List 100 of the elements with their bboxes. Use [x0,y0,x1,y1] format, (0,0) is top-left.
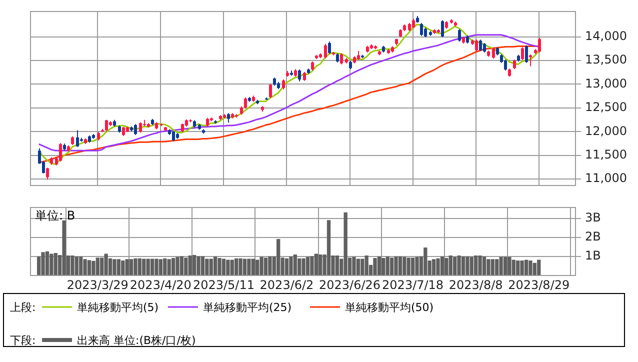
candlestick [412,18,415,29]
bar [486,259,490,276]
legend-title: 下段: [10,333,36,348]
bar [461,256,466,276]
candlestick [298,69,301,82]
candlestick [420,22,423,36]
bar [352,257,356,276]
candlestick [282,79,285,90]
bar [167,259,171,276]
bar [436,258,440,276]
bar [256,260,260,276]
legend-title: 上段: [10,300,36,315]
candlestick [492,46,495,60]
candlestick [227,112,230,124]
y-tick-label: 12,500 [585,100,627,114]
legend-label: 出来高 単位:(B株/口/枚) [77,333,196,348]
bar [74,256,78,276]
candlestick [328,41,331,54]
bar [200,256,205,276]
bar [230,260,234,276]
candlestick [76,130,79,148]
bar [50,254,54,276]
bar [448,256,452,276]
bar [242,258,247,276]
bar [184,258,188,276]
candlestick [59,142,62,162]
bar [402,257,406,276]
bar [398,256,402,276]
bar [386,256,390,276]
x-tick-label: 2023/6/2 [260,278,314,292]
candlestick [122,126,125,136]
bar [125,259,129,276]
x-tick-label: 2023/4/20 [130,278,192,292]
bar [70,256,74,276]
candlestick [303,71,306,82]
x-tick-label: 2023/5/11 [192,278,254,292]
x-tick-label: 2023/8/29 [508,278,570,292]
bar [528,260,532,276]
bar [508,257,512,276]
bar [310,256,314,276]
bar [276,238,280,276]
bar [163,258,167,276]
candlestick [46,167,49,180]
bar [495,259,499,276]
bar [87,260,92,276]
candlestick [336,52,339,63]
bar [474,256,478,276]
candlestick [475,39,478,52]
bar [406,258,410,276]
bar [503,257,508,276]
candlestick [424,27,427,38]
y-tick-label: 11,000 [585,171,627,186]
candlestick [513,59,516,70]
bar [41,252,45,276]
bar [54,253,58,276]
y-tick-label: 3B [585,210,601,225]
bar [226,260,230,276]
bar [373,258,377,276]
bar [298,258,302,276]
bar [364,256,368,276]
candlestick [311,60,314,71]
y-tick-label: 12,000 [585,124,627,138]
bar [209,258,213,276]
candlestick [441,20,444,38]
bar [335,256,339,276]
candlestick [525,44,528,64]
bar [92,260,96,276]
bar [520,260,524,276]
y-tick-label: 1B [585,248,601,263]
bar [238,258,242,276]
bar [482,256,486,276]
bar [302,258,306,276]
bar [154,258,158,276]
bar [415,257,419,276]
candlestick [521,46,524,61]
candlestick [340,52,343,65]
bar [293,254,297,276]
bar [382,258,386,276]
bar [146,258,150,276]
bar [326,220,331,276]
bar [537,260,541,276]
y-tick-label: 13,500 [585,52,627,67]
bar [499,257,503,276]
bar [150,258,154,276]
bar [213,256,218,276]
bar [45,251,50,276]
bar [457,256,461,276]
bar [83,259,87,276]
bar [62,220,66,276]
x-tick-label: 2023/7/18 [382,278,444,292]
candlestick [105,119,108,132]
bar [218,258,222,276]
bar [470,257,474,276]
bar [129,259,134,276]
bar [158,259,163,276]
bar [251,258,255,276]
bar [176,257,180,276]
candlestick [244,97,247,109]
bar [260,257,264,276]
bar [524,260,528,276]
